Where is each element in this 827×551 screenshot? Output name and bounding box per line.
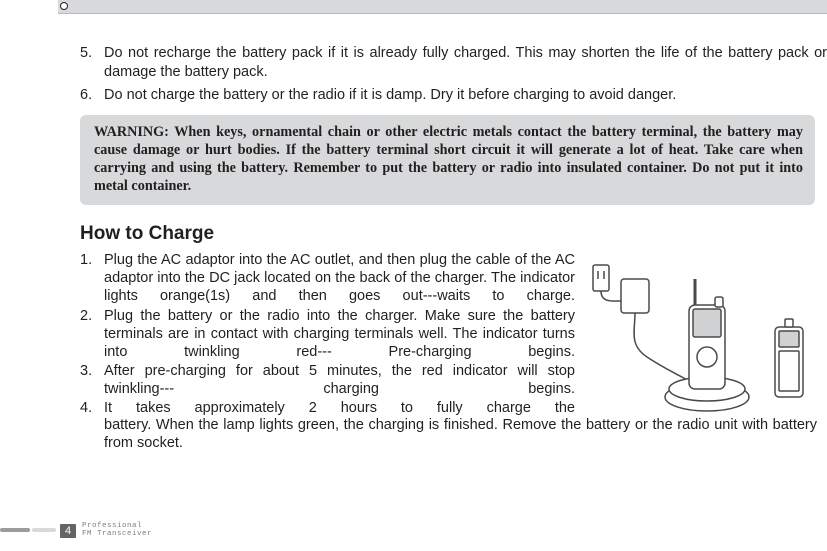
footer-bar-icon <box>0 528 30 532</box>
list-number: 2. <box>80 307 104 361</box>
page-number: 4 <box>60 524 76 538</box>
header-bar <box>58 0 827 14</box>
list-item: 4. It takes approximately 2 hours to ful… <box>80 399 575 417</box>
footer: 4 Professional FM Transceiver <box>0 523 827 541</box>
list-text: battery. When the lamp lights green, the… <box>104 416 827 452</box>
list-item: 6. Do not charge the battery or the radi… <box>80 86 827 105</box>
list-text: Do not charge the battery or the radio i… <box>104 86 827 105</box>
list-item: 3. After pre-charging for about 5 minute… <box>80 362 575 398</box>
list-item: 2. Plug the battery or the radio into th… <box>80 307 575 361</box>
list-item: battery. When the lamp lights green, the… <box>80 416 827 452</box>
list-number: 4. <box>80 399 104 417</box>
how-to-charge-list-continued: battery. When the lamp lights green, the… <box>80 416 827 452</box>
charger-diagram-icon <box>587 257 815 417</box>
warning-box: WARNING: When keys, ornamental chain or … <box>80 115 815 206</box>
how-to-charge-list: 1. Plug the AC adaptor into the AC outle… <box>80 251 575 418</box>
footer-subtitle: Professional FM Transceiver <box>82 523 152 539</box>
footer-bar-icon <box>32 528 56 532</box>
list-number: 1. <box>80 251 104 305</box>
header-hole-icon <box>60 2 68 10</box>
list-text: After pre-charging for about 5 minutes, … <box>104 362 575 398</box>
charging-illustration <box>587 257 817 418</box>
section-title: How to Charge <box>80 223 827 245</box>
list-number: 6. <box>80 86 104 105</box>
footer-line2: FM Transceiver <box>82 530 152 538</box>
list-text: Plug the battery or the radio into the c… <box>104 307 575 361</box>
list-item: 5. Do not recharge the battery pack if i… <box>80 44 827 82</box>
how-to-charge-row: 1. Plug the AC adaptor into the AC outle… <box>80 251 827 418</box>
list-text: Do not recharge the battery pack if it i… <box>104 44 827 82</box>
list-item: 1. Plug the AC adaptor into the AC outle… <box>80 251 575 305</box>
list-number: 3. <box>80 362 104 398</box>
list-number: 5. <box>80 44 104 82</box>
top-precautions-list: 5. Do not recharge the battery pack if i… <box>80 44 827 105</box>
footer-line1: Professional <box>82 522 142 530</box>
page-content: 5. Do not recharge the battery pack if i… <box>80 44 827 454</box>
list-text: It takes approximately 2 hours to fully … <box>104 399 575 417</box>
list-text: Plug the AC adaptor into the AC outlet, … <box>104 251 575 305</box>
list-number-spacer <box>80 416 104 452</box>
